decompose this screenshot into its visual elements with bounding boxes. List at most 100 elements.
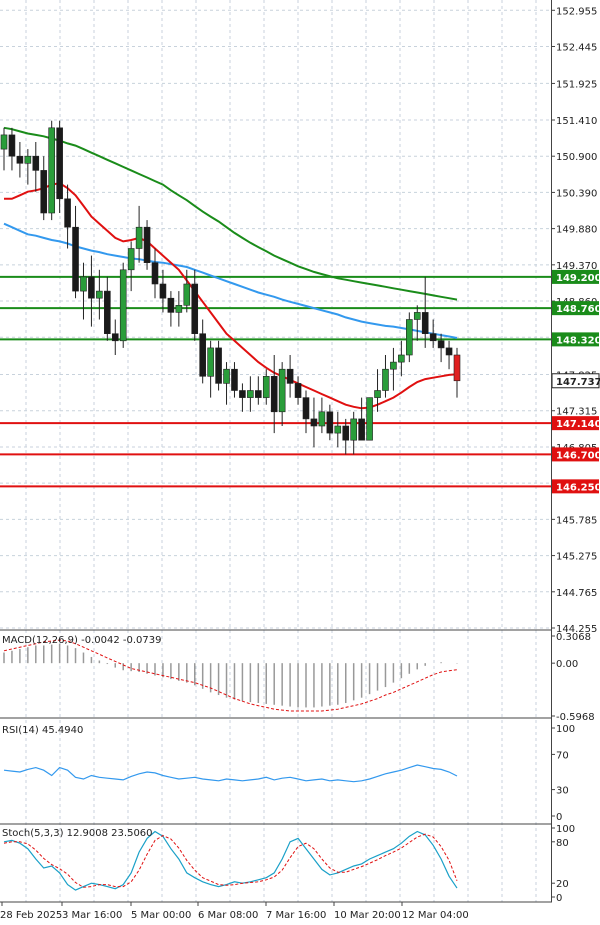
candle-body — [366, 397, 373, 441]
candle-body — [64, 198, 71, 228]
candle-body — [127, 248, 135, 271]
level-label: 146.700 — [556, 450, 600, 461]
x-tick-label: 3 Mar 16:00 — [62, 910, 122, 921]
candle-body — [382, 368, 389, 391]
candle-body — [56, 127, 63, 200]
macd-panel: 0.3068 0.00 -0.5968 — [3, 632, 595, 723]
candle-body — [223, 368, 230, 384]
candle-body — [310, 418, 318, 427]
candle-body — [135, 226, 143, 249]
macd-signal-line — [3, 639, 458, 712]
candle-body — [326, 411, 334, 434]
candle-body — [429, 333, 437, 342]
candle-body — [231, 368, 238, 391]
level-label: 148.760 — [556, 304, 600, 315]
candle-body — [16, 155, 24, 164]
candle-body — [413, 312, 421, 320]
candle-body — [24, 155, 32, 164]
x-tick-label: 6 Mar 08:00 — [198, 910, 258, 921]
candle-body — [111, 333, 119, 342]
level-label: 148.320 — [556, 335, 600, 346]
candle-body — [80, 276, 87, 292]
stoch-tick-label: 20 — [556, 879, 569, 890]
level-tag — [552, 447, 599, 462]
candle-body — [255, 390, 262, 398]
x-tick-label: 10 Mar 20:00 — [334, 910, 401, 921]
stoch-tick-label: 0 — [556, 893, 562, 904]
candle-body — [294, 383, 302, 398]
candle-body — [159, 283, 167, 299]
x-tick-label: 5 Mar 00:00 — [131, 910, 191, 921]
candle-body — [175, 305, 183, 313]
x-tick-label: 7 Mar 16:00 — [266, 910, 326, 921]
candle-body — [40, 170, 48, 214]
candle-body — [191, 283, 199, 335]
level-tag — [552, 301, 599, 316]
candle-body — [119, 269, 127, 342]
level-label: 149.200 — [556, 273, 600, 284]
candle-body — [286, 368, 294, 384]
candle-body — [278, 368, 286, 413]
candle-body — [143, 226, 151, 264]
stoch-k-line — [3, 830, 458, 891]
candle-body — [72, 226, 79, 292]
candle-body — [183, 283, 191, 306]
price-tick-label: 145.275 — [556, 552, 597, 563]
price-tick-label: 144.765 — [556, 588, 597, 599]
candle-body — [239, 390, 246, 398]
candle-body — [151, 262, 159, 285]
candle-body — [96, 290, 103, 299]
stoch-d-line — [3, 833, 458, 888]
price-panel: 152.955 152.445 151.925 151.410 150.900 150.3… — [0, 6, 600, 635]
axes: MACD(12,26,9) -0.0042 -0.0739 RSI(14) 45… — [0, 0, 552, 921]
candle-body — [350, 418, 357, 441]
macd-label: MACD(12,26,9) -0.0042 -0.0739 — [2, 635, 162, 646]
price-tick-label: 150.900 — [556, 152, 597, 163]
current-price-label: 147.737 — [556, 377, 600, 388]
candle-body — [247, 390, 254, 398]
stoch-panel: 100 80 20 0 — [3, 824, 575, 904]
candle-body — [8, 134, 16, 157]
stoch-label: Stoch(5,3,3) 12.9008 23.5060 — [2, 828, 153, 839]
x-tick-label: 28 Feb 2025 — [0, 910, 62, 921]
price-tick-label: 152.445 — [556, 43, 597, 54]
candle-body — [390, 361, 397, 370]
stoch-tick-label: 80 — [556, 838, 569, 849]
candle-body — [215, 347, 222, 384]
price-tick-label: 145.785 — [556, 515, 597, 526]
price-tick-label: 149.370 — [556, 261, 597, 272]
candle-body — [199, 333, 206, 377]
candle-body — [445, 347, 453, 356]
candle-body — [167, 297, 175, 313]
rsi-label: RSI(14) 45.4940 — [2, 725, 83, 736]
price-tick-label: 152.955 — [556, 6, 597, 17]
ma-green-line — [3, 126, 458, 301]
candle-body — [342, 425, 350, 441]
price-tick-label: 147.315 — [556, 407, 597, 418]
level-tag — [552, 416, 599, 431]
candle-body — [318, 411, 326, 427]
macd-tick-label: -0.5968 — [556, 712, 595, 723]
level-label: 147.140 — [556, 419, 600, 430]
candle-body — [374, 390, 381, 398]
rsi-line — [3, 764, 458, 783]
candle-body — [358, 418, 365, 441]
rsi-tick-label: 100 — [556, 724, 575, 735]
candle-body — [406, 319, 413, 356]
stoch-tick-label: 100 — [556, 824, 575, 835]
ma-blue-line — [3, 222, 458, 339]
candle-body — [453, 354, 461, 382]
candle-body — [207, 347, 214, 377]
price-tick-label: 151.925 — [556, 79, 597, 90]
price-tick-label: 151.410 — [556, 116, 597, 127]
rsi-tick-label: 0 — [556, 812, 562, 823]
rsi-tick-label: 30 — [556, 786, 569, 797]
candle-body — [262, 376, 270, 398]
candle-body — [32, 155, 40, 171]
grid-lines — [25, 0, 537, 902]
candle-body — [88, 276, 95, 299]
x-tick-label: 12 Mar 04:00 — [402, 910, 469, 921]
price-tick-label: 149.880 — [556, 225, 597, 236]
candle-body — [104, 290, 111, 335]
